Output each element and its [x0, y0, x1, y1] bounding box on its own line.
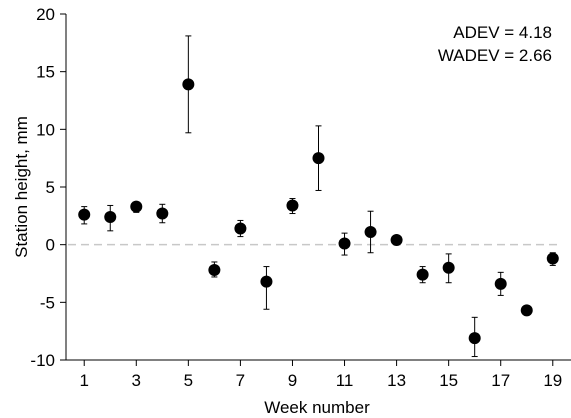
data-point	[494, 277, 507, 290]
data-point	[364, 225, 377, 238]
x-tick-label: 15	[439, 371, 458, 390]
data-point	[312, 152, 325, 165]
y-tick-label: 20	[36, 5, 55, 24]
y-tick-label: -10	[30, 351, 55, 370]
data-point	[260, 275, 273, 288]
data-point	[468, 332, 481, 345]
y-axis-title: Station height, mm	[12, 116, 31, 258]
data-point	[130, 200, 143, 213]
x-tick-label: 19	[543, 371, 562, 390]
data-point	[546, 252, 559, 265]
data-point	[520, 304, 533, 317]
x-tick-label: 1	[79, 371, 88, 390]
data-point	[416, 268, 429, 281]
data-point	[156, 207, 169, 220]
data-point	[208, 264, 221, 277]
data-point	[338, 237, 351, 250]
data-point	[78, 208, 91, 221]
data-point	[442, 261, 455, 274]
y-tick-label: 0	[46, 236, 55, 255]
x-tick-label: 7	[236, 371, 245, 390]
y-tick-label: 15	[36, 63, 55, 82]
x-tick-label: 13	[387, 371, 406, 390]
data-point	[104, 210, 117, 223]
y-tick-label: -5	[40, 293, 55, 312]
x-tick-label: 3	[132, 371, 141, 390]
y-tick-label: 5	[46, 178, 55, 197]
x-axis-title: Week number	[264, 398, 370, 417]
data-point	[234, 222, 247, 235]
x-tick-label: 5	[184, 371, 193, 390]
wadev-annotation: WADEV = 2.66	[438, 46, 552, 65]
data-point	[390, 234, 403, 247]
adev-annotation: ADEV = 4.18	[453, 23, 552, 42]
x-tick-label: 11	[336, 371, 354, 390]
data-point	[182, 78, 195, 91]
x-tick-label: 9	[288, 371, 297, 390]
x-tick-label: 17	[491, 371, 510, 390]
data-point	[286, 199, 299, 212]
y-tick-label: 10	[36, 120, 55, 139]
